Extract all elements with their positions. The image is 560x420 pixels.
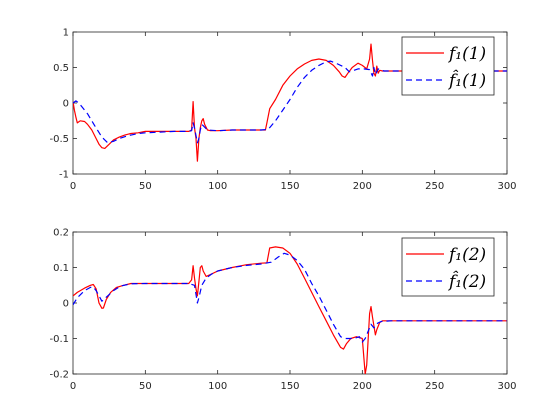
x-tick-label: 0 — [70, 381, 76, 392]
x-tick-label: 300 — [497, 181, 516, 192]
y-tick-label: -1 — [59, 170, 69, 181]
legend-label-2: f̂₁(2) — [447, 271, 486, 292]
y-tick-label: -0.1 — [49, 334, 69, 345]
x-tick-label: 300 — [497, 381, 516, 392]
series-line-2 — [73, 60, 507, 144]
x-tick-label: 150 — [280, 181, 299, 192]
legend-box — [401, 36, 495, 96]
legend-label-1: f₁(1) — [447, 44, 486, 64]
x-tick-label: 50 — [139, 381, 152, 392]
y-tick-label: 0 — [63, 99, 69, 110]
x-tick-label: 0 — [70, 181, 76, 192]
x-tick-label: 200 — [353, 181, 372, 192]
y-tick-label: -0.5 — [49, 134, 69, 145]
x-tick-label: 200 — [353, 381, 372, 392]
x-tick-label: 100 — [208, 381, 227, 392]
x-tick-label: 250 — [425, 381, 444, 392]
y-tick-label: 0 — [63, 299, 69, 310]
x-tick-label: 150 — [280, 381, 299, 392]
plot-panel-1: 0 50 100 150 200 250 300 -1 -0.5 0 0.5 1 f₁(1) f̂₁(1) — [49, 28, 516, 193]
x-tick-label: 100 — [208, 181, 227, 192]
y-tick-label: 0.2 — [53, 228, 69, 239]
y-tick-label: 0.1 — [53, 263, 69, 274]
plot-panel-2: 0 50 100 150 200 250 300 -0.2 -0.1 0 0.1 0.2 f₁(2) f̂… — [49, 228, 516, 393]
y-tick-label: 1 — [63, 28, 69, 39]
x-tick-label: 250 — [425, 181, 444, 192]
legend-box — [401, 237, 495, 297]
legend-label-2: f̂₁(1) — [447, 70, 486, 91]
y-tick-label: -0.2 — [49, 370, 69, 381]
series-line-2 — [73, 252, 507, 343]
x-tick-label: 50 — [139, 181, 152, 192]
legend: f₁(1) f̂₁(1) — [401, 36, 495, 96]
legend: f₁(2) f̂₁(2) — [401, 237, 495, 297]
y-tick-label: 0.5 — [53, 63, 69, 74]
legend-label-1: f₁(2) — [447, 245, 486, 265]
